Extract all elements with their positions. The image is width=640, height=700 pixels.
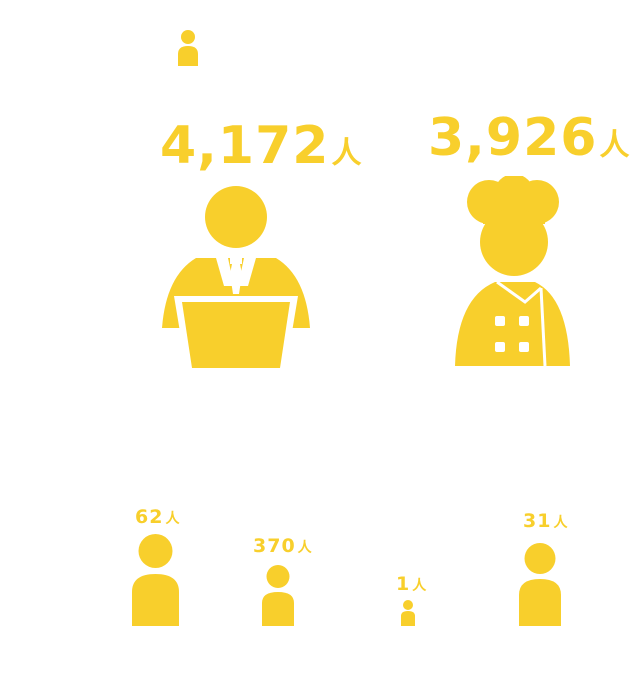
legend-person-icon	[178, 30, 198, 66]
small-count-3-unit: 人	[412, 578, 428, 594]
person-icon	[132, 534, 179, 626]
small-count-2-value: 370	[253, 535, 296, 557]
small-count-2-unit: 人	[297, 540, 313, 556]
chef-count: 3,926人	[428, 112, 630, 164]
small-count-4-value: 31	[523, 510, 552, 532]
small-count-2: 370 人	[253, 537, 313, 556]
small-count-4-unit: 人	[553, 515, 569, 531]
chef-count-unit: 人	[599, 128, 631, 163]
small-count-1: 62 人	[135, 508, 180, 527]
person-icon	[519, 543, 561, 626]
office-worker-laptop-icon	[162, 186, 310, 368]
office-worker-count: 4,172人	[160, 120, 362, 172]
person-icon	[262, 565, 294, 626]
small-count-1-value: 62	[135, 506, 164, 528]
chef-icon	[455, 176, 570, 367]
person-icon	[401, 600, 415, 626]
chef-count-value: 3,926	[428, 108, 598, 168]
small-count-3-value: 1	[396, 573, 411, 595]
office-worker-count-value: 4,172	[160, 116, 330, 176]
small-count-1-unit: 人	[165, 511, 181, 527]
small-count-4: 31 人	[523, 512, 568, 531]
office-worker-count-unit: 人	[331, 136, 363, 171]
